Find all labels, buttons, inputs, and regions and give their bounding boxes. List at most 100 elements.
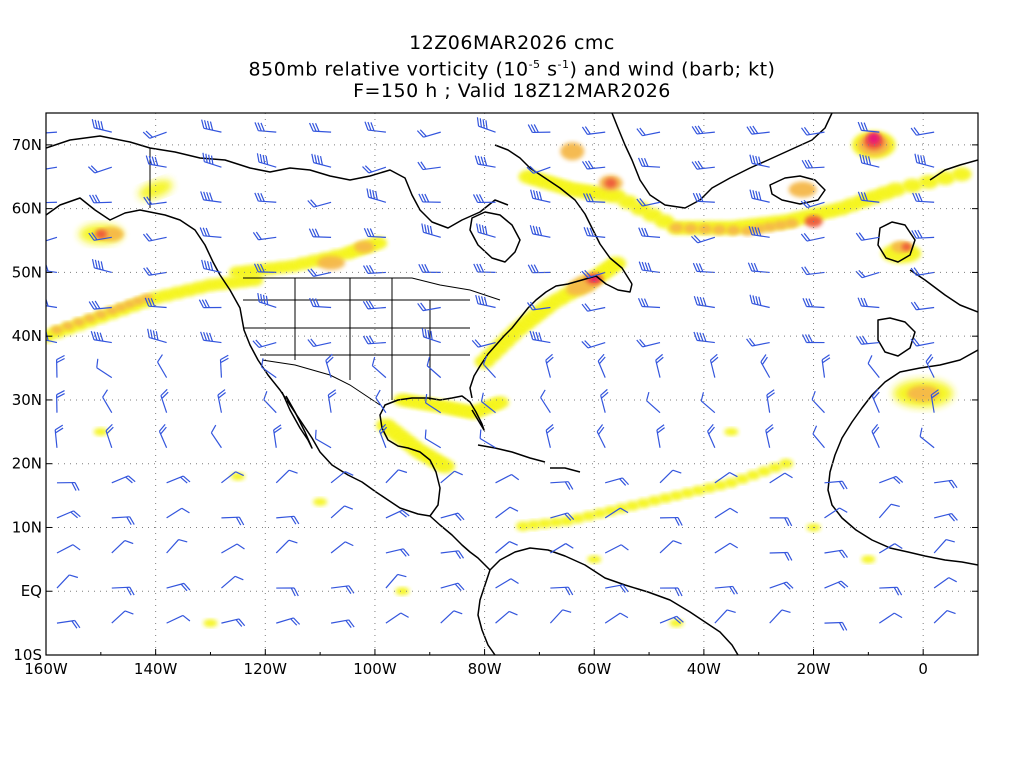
barb-flag (142, 233, 150, 242)
wind-barb (479, 429, 496, 449)
barb-flag (97, 120, 101, 130)
barb-flag (154, 156, 159, 166)
barb-flag (143, 196, 150, 205)
barb-staff (258, 271, 277, 274)
barb-flag (368, 335, 375, 344)
wind-barb (425, 393, 442, 414)
barb-flag (529, 225, 534, 235)
wind-barb (254, 192, 277, 203)
barb-flag (102, 389, 109, 398)
barb-flag (758, 296, 762, 306)
barb-flag (697, 125, 704, 134)
vorticity-patch (647, 495, 662, 506)
barb-flag (201, 119, 205, 129)
barb-flag (564, 513, 572, 521)
wind-barb (857, 191, 880, 203)
wind-barb (56, 481, 80, 491)
wind-barb (821, 354, 831, 378)
vorticity-patch (138, 179, 173, 200)
barb-flag (400, 549, 407, 557)
wind-barb (56, 510, 81, 519)
wind-barb (440, 582, 465, 592)
barb-flag (948, 513, 955, 522)
barb-flag (601, 391, 609, 399)
vorticity-patch (548, 517, 563, 528)
barb-staff (655, 359, 661, 378)
wind-barb (769, 551, 793, 561)
wind-barb (476, 223, 496, 238)
barb-flag (839, 507, 848, 513)
barb-flag (260, 293, 263, 303)
wind-barb (709, 353, 719, 378)
barb-flag (480, 156, 485, 166)
wind-barb (56, 390, 65, 413)
barb-flag (418, 193, 424, 203)
wind-barb (416, 129, 441, 138)
barb-flag (862, 154, 866, 164)
barb-flag (91, 259, 95, 269)
barb-flag (201, 259, 205, 269)
wind-barb (714, 507, 739, 519)
barb-staff (933, 539, 947, 554)
barb-staff (879, 543, 896, 554)
wind-barb (143, 267, 167, 276)
vorticity-patch (395, 587, 410, 596)
barb-flag (87, 166, 96, 174)
barb-flag (455, 550, 462, 559)
barb-flag (209, 261, 214, 271)
barb-staff (642, 131, 661, 137)
wind-barb (210, 424, 222, 449)
vorticity-patch (935, 171, 956, 186)
barb-flag (946, 610, 956, 615)
title-line-3: F=150 h ; Valid 18Z12MAR2026 (353, 80, 671, 103)
wind-barb (495, 578, 519, 589)
vorticity-patch (680, 488, 695, 498)
barb-staff (166, 475, 184, 484)
barb-flag (481, 225, 485, 235)
barb-flag (100, 121, 104, 131)
barb-flag (363, 227, 369, 237)
wind-barb (530, 189, 551, 203)
wind-barb (857, 121, 880, 133)
barb-flag (857, 191, 862, 201)
barb-flag (729, 507, 739, 514)
barb-flag (787, 517, 793, 527)
barb-staff (148, 201, 167, 206)
lon-tick-label: 100W (353, 660, 397, 678)
barb-flag (308, 228, 314, 237)
wind-barb (605, 477, 629, 486)
wind-barb (529, 330, 551, 344)
barb-flag (425, 393, 428, 403)
barb-flag (200, 191, 205, 201)
barb-flag (421, 328, 425, 338)
barb-flag (913, 127, 920, 136)
wind-barb (879, 475, 904, 484)
barb-flag (945, 538, 955, 543)
barb-staff (861, 271, 880, 279)
wind-barb (201, 259, 222, 273)
wind-barb (879, 543, 903, 554)
vorticity-patch (779, 458, 794, 469)
barb-flag (482, 355, 488, 365)
barb-flag (710, 353, 718, 361)
barb-staff (440, 512, 459, 519)
barb-staff (714, 471, 730, 484)
barb-flag (426, 356, 431, 366)
political-borders (149, 148, 501, 406)
barb-flag (427, 225, 430, 235)
wind-barb (824, 580, 849, 589)
wind-barb (157, 354, 168, 378)
barb-flag (479, 118, 482, 128)
wind-barb (96, 358, 113, 379)
barb-flag (546, 356, 554, 364)
wind-barb (421, 328, 441, 344)
wind-barb (749, 294, 770, 309)
barb-flag (865, 155, 869, 165)
barb-staff (203, 339, 222, 344)
barb-flag (478, 295, 482, 305)
barb-flag (473, 263, 479, 273)
barb-flag (257, 192, 262, 202)
barb-flag (822, 357, 831, 364)
wind-barb (311, 153, 332, 168)
barb-flag (838, 481, 845, 490)
